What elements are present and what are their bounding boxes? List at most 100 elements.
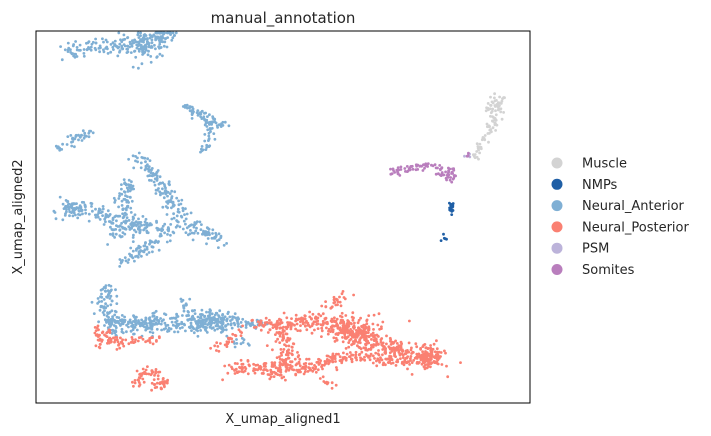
- scatter-point: [399, 357, 402, 360]
- scatter-point: [409, 357, 412, 360]
- scatter-point: [325, 360, 329, 363]
- scatter-point: [199, 316, 203, 320]
- scatter-point: [498, 104, 501, 107]
- scatter-point: [304, 367, 307, 371]
- scatter-point: [287, 344, 291, 348]
- scatter-point: [146, 339, 150, 343]
- legend-marker: [551, 178, 563, 190]
- scatter-point: [105, 321, 108, 324]
- scatter-point: [137, 44, 141, 47]
- scatter-point: [119, 336, 122, 340]
- scatter-point: [335, 322, 339, 326]
- scatter-point: [490, 100, 494, 104]
- scatter-point: [236, 362, 239, 365]
- scatter-point: [144, 328, 148, 332]
- scatter-point: [150, 41, 154, 45]
- scatter-point: [82, 54, 86, 58]
- scatter-point: [212, 117, 216, 121]
- scatter-point: [104, 46, 108, 50]
- scatter-point: [257, 323, 261, 327]
- scatter-point: [379, 356, 382, 360]
- scatter-point: [433, 350, 437, 354]
- scatter-point: [137, 151, 141, 155]
- scatter-point: [289, 324, 293, 328]
- scatter-point: [374, 351, 378, 355]
- scatter-point: [494, 122, 497, 125]
- scatter-point: [311, 369, 315, 373]
- scatter-point: [331, 324, 334, 328]
- scatter-point: [330, 306, 334, 309]
- scatter-point: [182, 306, 186, 310]
- scatter-point: [54, 144, 58, 148]
- scatter-point: [62, 207, 66, 211]
- scatter-point: [103, 324, 106, 327]
- scatter-point: [96, 215, 100, 219]
- scatter-point: [365, 334, 369, 338]
- series-neural-posterior: [93, 290, 462, 392]
- scatter-point: [306, 321, 310, 325]
- scatter-point: [344, 337, 348, 340]
- scatter-point: [234, 316, 238, 320]
- scatter-point: [316, 368, 320, 372]
- scatter-point: [125, 47, 129, 51]
- scatter-point: [90, 300, 94, 304]
- scatter-point: [425, 163, 429, 166]
- scatter-point: [135, 369, 139, 373]
- scatter-point: [75, 202, 78, 206]
- scatter-point: [122, 43, 126, 46]
- scatter-point: [145, 253, 149, 256]
- scatter-point: [265, 344, 269, 347]
- scatter-point: [285, 340, 289, 344]
- scatter-point: [156, 381, 159, 385]
- scatter-point: [155, 179, 159, 182]
- scatter-point: [422, 352, 425, 356]
- scatter-point: [112, 318, 116, 322]
- scatter-point: [330, 386, 334, 390]
- scatter-point: [144, 160, 147, 164]
- scatter-point: [65, 204, 68, 208]
- scatter-point: [354, 336, 358, 339]
- scatter-point: [443, 237, 447, 241]
- scatter-point: [313, 328, 316, 332]
- scatter-point: [120, 199, 124, 203]
- scatter-point: [116, 54, 120, 58]
- scatter-point: [487, 140, 490, 144]
- scatter-point: [340, 315, 344, 319]
- scatter-point: [390, 172, 394, 176]
- scatter-point: [148, 242, 151, 246]
- scatter-point: [341, 340, 345, 344]
- scatter-point: [225, 319, 229, 323]
- scatter-point: [76, 216, 80, 220]
- scatter-point: [311, 322, 315, 326]
- scatter-point: [205, 242, 208, 246]
- scatter-point: [158, 42, 162, 46]
- scatter-point: [278, 373, 282, 377]
- scatter-point: [363, 355, 366, 359]
- scatter-point: [134, 318, 137, 321]
- scatter-point: [282, 358, 286, 362]
- scatter-point: [435, 347, 439, 351]
- scatter-point: [394, 364, 398, 367]
- scatter-point: [450, 213, 454, 217]
- scatter-point: [344, 347, 348, 350]
- scatter-point: [467, 151, 470, 155]
- scatter-point: [170, 320, 174, 324]
- scatter-point: [340, 361, 344, 365]
- scatter-point: [371, 361, 375, 365]
- scatter-point: [109, 225, 112, 229]
- scatter-point: [150, 369, 154, 373]
- legend-item-psm: PSM: [551, 242, 609, 257]
- scatter-point: [160, 40, 163, 43]
- scatter-point: [90, 42, 94, 46]
- scatter-point: [490, 130, 493, 134]
- scatter-point: [168, 183, 171, 187]
- scatter-point: [336, 325, 340, 329]
- scatter-point: [107, 283, 111, 287]
- scatter-point: [127, 258, 131, 261]
- scatter-point: [286, 351, 289, 355]
- scatter-points: [52, 31, 506, 392]
- scatter-point: [282, 362, 286, 366]
- scatter-point: [405, 165, 409, 168]
- scatter-point: [437, 172, 440, 176]
- scatter-point: [154, 188, 158, 192]
